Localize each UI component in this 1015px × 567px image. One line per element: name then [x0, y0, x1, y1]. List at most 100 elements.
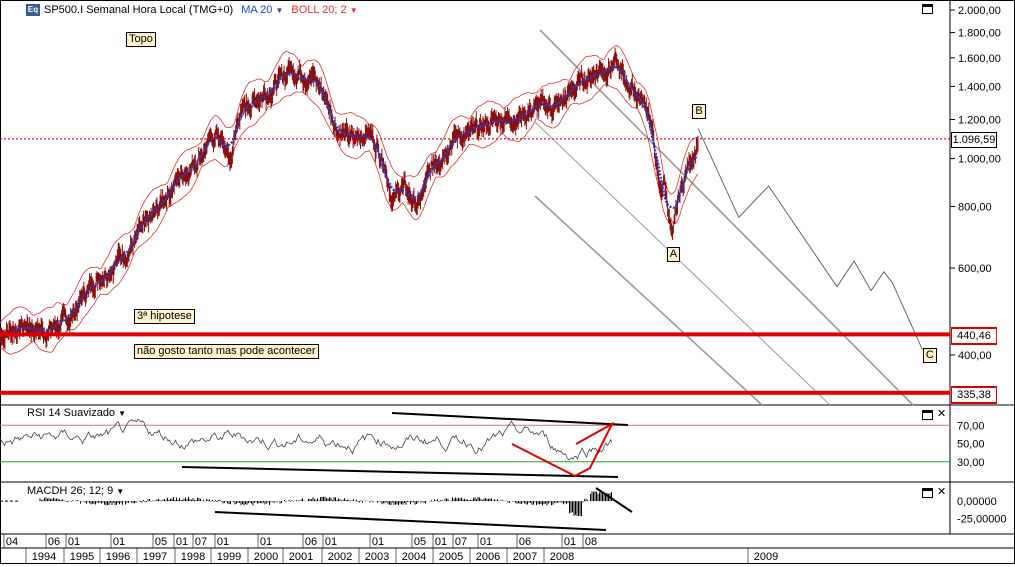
macd-title[interactable]: MACDH 26; 12; 9 ▼	[27, 485, 125, 497]
x-top-label: 01	[564, 536, 576, 548]
dropdown-arrow-icon[interactable]: ▼	[275, 6, 284, 15]
dropdown-arrow-icon[interactable]: ▼	[349, 6, 358, 15]
y-tick-label: 1.400,00	[958, 81, 1001, 93]
chart-header: SP500.I Semanal Hora Local (TMG+0) MA 20…	[44, 2, 358, 18]
x-bottom-label: 2000	[254, 551, 278, 563]
rsi-trend-upper	[391, 412, 629, 426]
x-bottom-label: 2005	[439, 551, 463, 563]
x-top-label: 06	[519, 536, 531, 548]
rsi-tick-label: 30,00	[957, 457, 985, 469]
support-levels	[0, 138, 950, 395]
x-top-label: 07	[195, 536, 207, 548]
x-top-label: 01	[260, 536, 272, 548]
ma-indicator-label[interactable]: MA 20 ▼	[241, 4, 284, 16]
x-bottom-label: 1997	[143, 551, 167, 563]
y-tick-label: 1.600,00	[958, 53, 1001, 65]
macd-tick-label: -25,00000	[957, 513, 1007, 525]
x-bottom-label: 2001	[289, 551, 313, 563]
channel-middle-line	[534, 121, 831, 406]
x-bottom-label: 2003	[365, 551, 389, 563]
bollinger-upper-band	[0, 45, 699, 324]
macd-histogram	[39, 490, 612, 517]
forecast-zigzag	[697, 128, 923, 350]
x-bottom-label: 1998	[181, 551, 205, 563]
rsi-line	[0, 418, 613, 460]
x-top-label: 08	[585, 536, 597, 548]
x-bottom-label: 2004	[402, 551, 426, 563]
x-top-label: 01	[480, 536, 492, 548]
y-tick-label: 1.800,00	[958, 28, 1001, 40]
maximize-icon[interactable]	[922, 4, 933, 14]
rsi-panel: 70,00 50,00 30,00	[0, 412, 985, 478]
last-price-tag: 1.096,59	[951, 131, 997, 148]
x-top-label: 01	[325, 536, 337, 548]
macd-close-icon[interactable]: ✕	[937, 486, 947, 498]
x-top-label: 06	[305, 536, 317, 548]
y-tick-label: 1.200,00	[958, 115, 1001, 127]
y-tick-label: 800,00	[958, 201, 992, 213]
x-top-label: 07	[455, 536, 467, 548]
rsi-tick-label: 50,00	[957, 439, 985, 451]
channel-lower-line	[534, 195, 763, 406]
macd-maximize-icon[interactable]	[922, 488, 933, 498]
support-level-tag: 335,38	[951, 385, 997, 404]
macd-tick-label: 0,00000	[957, 496, 997, 508]
support-level-tag: 440,46	[951, 327, 997, 346]
dropdown-arrow-icon[interactable]: ▼	[116, 487, 125, 496]
x-bottom-label: 2009	[754, 551, 778, 563]
y-tick-label: 1.000,00	[958, 154, 1001, 166]
annotation-label: não gosto tanto mas pode acontecer	[134, 343, 319, 359]
x-bottom-label: 1995	[70, 551, 94, 563]
annotation-label: A	[666, 247, 681, 263]
x-bottom-label: 1996	[106, 551, 130, 563]
x-top-label: 05	[155, 536, 167, 548]
x-top-label: 01	[113, 536, 125, 548]
rsi-title[interactable]: RSI 14 Suavizado ▼	[27, 407, 127, 419]
rsi-divergence-marks	[511, 421, 615, 478]
symbol-title[interactable]: SP500.I Semanal Hora Local (TMG+0)	[44, 4, 234, 16]
x-top-label: 01	[68, 536, 80, 548]
macd-trend-line	[214, 511, 607, 531]
x-top-label: 04	[6, 536, 18, 548]
x-top-label: 05	[414, 536, 426, 548]
ma-line	[0, 65, 699, 337]
price-y-axis: 2.000,00 1.800,00 1.600,00 1.400,00 1.200,00…	[950, 5, 1001, 362]
x-bottom-label: 2006	[476, 551, 500, 563]
bollinger-bands	[0, 45, 699, 355]
x-top-label: 01	[176, 536, 188, 548]
x-bottom-label: 2007	[513, 551, 537, 563]
y-tick-label: 400,00	[958, 350, 992, 362]
dropdown-arrow-icon[interactable]: ▼	[118, 409, 127, 418]
x-top-label: 01	[435, 536, 447, 548]
macd-down-trend	[595, 487, 633, 513]
equity-logo: Eq	[26, 4, 40, 16]
x-top-label: 01	[217, 536, 229, 548]
rsi-close-icon[interactable]: ✕	[937, 408, 947, 420]
annotation-label: B	[692, 103, 706, 119]
annotation-label: C	[922, 348, 937, 363]
annotation-label: Topo	[126, 31, 156, 47]
rsi-trend-lower	[181, 466, 619, 478]
annotation-label: 3ª hipotese	[134, 308, 195, 324]
rsi-tick-label: 70,00	[957, 420, 985, 432]
macd-panel: 0,00000 -25,00000	[0, 487, 1007, 531]
x-bottom-label: 2002	[328, 551, 352, 563]
bollinger-lower-band	[0, 84, 699, 355]
x-bottom-label: 1999	[217, 551, 241, 563]
forecast-path	[697, 128, 923, 350]
x-top-label: 06	[48, 536, 60, 548]
channel-lines	[534, 29, 914, 406]
y-tick-label: 600,00	[958, 263, 992, 275]
boll-indicator-label[interactable]: BOLL 20; 2 ▼	[291, 4, 358, 16]
moving-average	[0, 65, 699, 337]
x-bottom-label: 2008	[550, 551, 574, 563]
channel-upper-line	[539, 29, 914, 406]
x-bottom-label: 1994	[32, 551, 56, 563]
x-top-label: 01	[372, 536, 384, 548]
y-tick-label: 2.000,00	[958, 5, 1001, 17]
rsi-maximize-icon[interactable]	[922, 410, 933, 420]
time-axis: 04 06 01 01 05 01 07 01 01 06 01 01 05 01 07 01 06 01 08 19…	[3, 534, 778, 564]
